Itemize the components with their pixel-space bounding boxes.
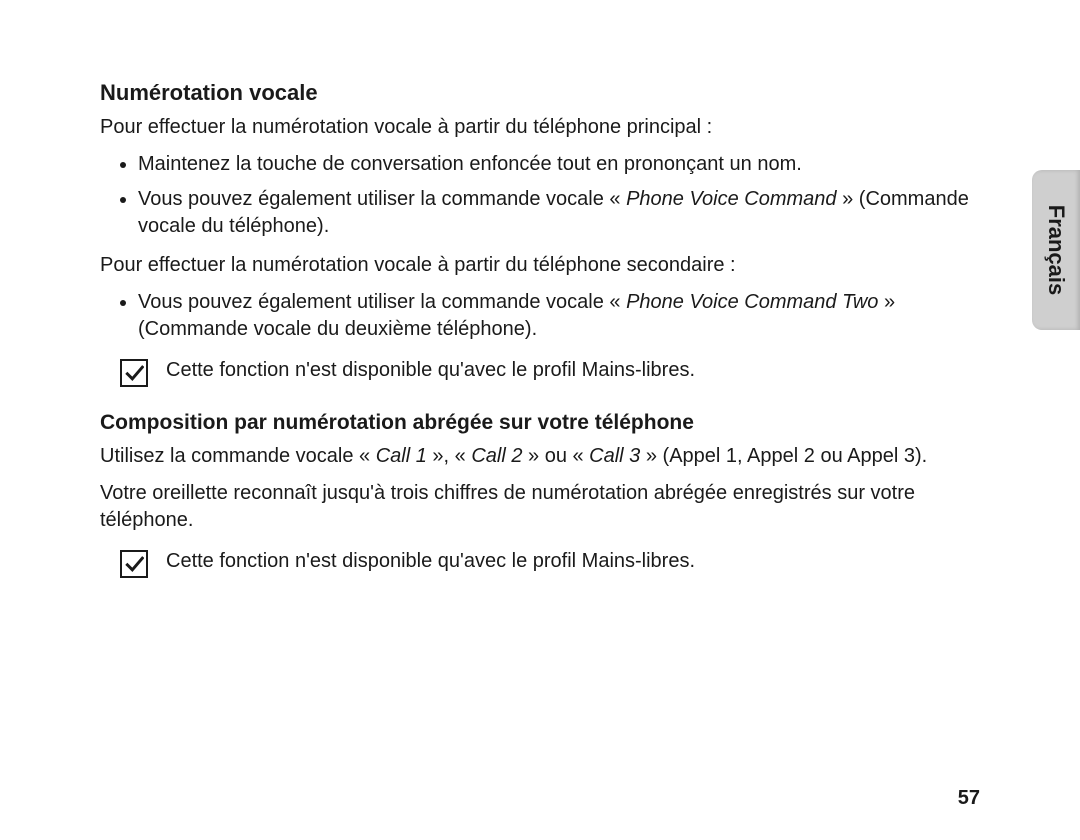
section2-p2: Votre oreillette reconnaît jusqu'à trois… bbox=[100, 480, 980, 534]
tab-label: Français bbox=[1043, 205, 1069, 296]
section2-p1: Utilisez la commande vocale « Call 1 », … bbox=[100, 443, 980, 470]
list-item: Maintenez la touche de conversation enfo… bbox=[138, 151, 980, 178]
text: Vous pouvez également utiliser la comman… bbox=[138, 188, 626, 210]
section1-intro1: Pour effectuer la numérotation vocale à … bbox=[100, 114, 980, 141]
language-tab: Français bbox=[1032, 170, 1080, 330]
text: » ou « bbox=[522, 445, 589, 467]
text: Vous pouvez également utiliser la comman… bbox=[138, 291, 626, 313]
checkbox-checked-icon bbox=[120, 550, 148, 578]
voice-command: Call 3 bbox=[589, 445, 640, 467]
note-row: Cette fonction n'est disponible qu'avec … bbox=[120, 548, 980, 578]
list-item: Vous pouvez également utiliser la comman… bbox=[138, 289, 980, 343]
section2-heading: Composition par numérotation abrégée sur… bbox=[100, 411, 980, 435]
note-row: Cette fonction n'est disponible qu'avec … bbox=[120, 357, 980, 387]
checkbox-checked-icon bbox=[120, 359, 148, 387]
section1-intro2: Pour effectuer la numérotation vocale à … bbox=[100, 252, 980, 279]
voice-command: Phone Voice Command Two bbox=[626, 291, 878, 313]
section1-heading: Numérotation vocale bbox=[100, 80, 980, 106]
text: », « bbox=[427, 445, 471, 467]
text: Utilisez la commande vocale « bbox=[100, 445, 376, 467]
section1-list2: Vous pouvez également utiliser la comman… bbox=[100, 289, 980, 343]
note-text: Cette fonction n'est disponible qu'avec … bbox=[166, 357, 695, 384]
voice-command: Call 2 bbox=[471, 445, 522, 467]
section1-list1: Maintenez la touche de conversation enfo… bbox=[100, 151, 980, 240]
manual-page: Français Numérotation vocale Pour effect… bbox=[0, 0, 1080, 840]
voice-command: Call 1 bbox=[376, 445, 427, 467]
list-item: Vous pouvez également utiliser la comman… bbox=[138, 186, 980, 240]
note-text: Cette fonction n'est disponible qu'avec … bbox=[166, 548, 695, 575]
page-number: 57 bbox=[958, 787, 980, 810]
voice-command: Phone Voice Command bbox=[626, 188, 837, 210]
text: » (Appel 1, Appel 2 ou Appel 3). bbox=[640, 445, 927, 467]
